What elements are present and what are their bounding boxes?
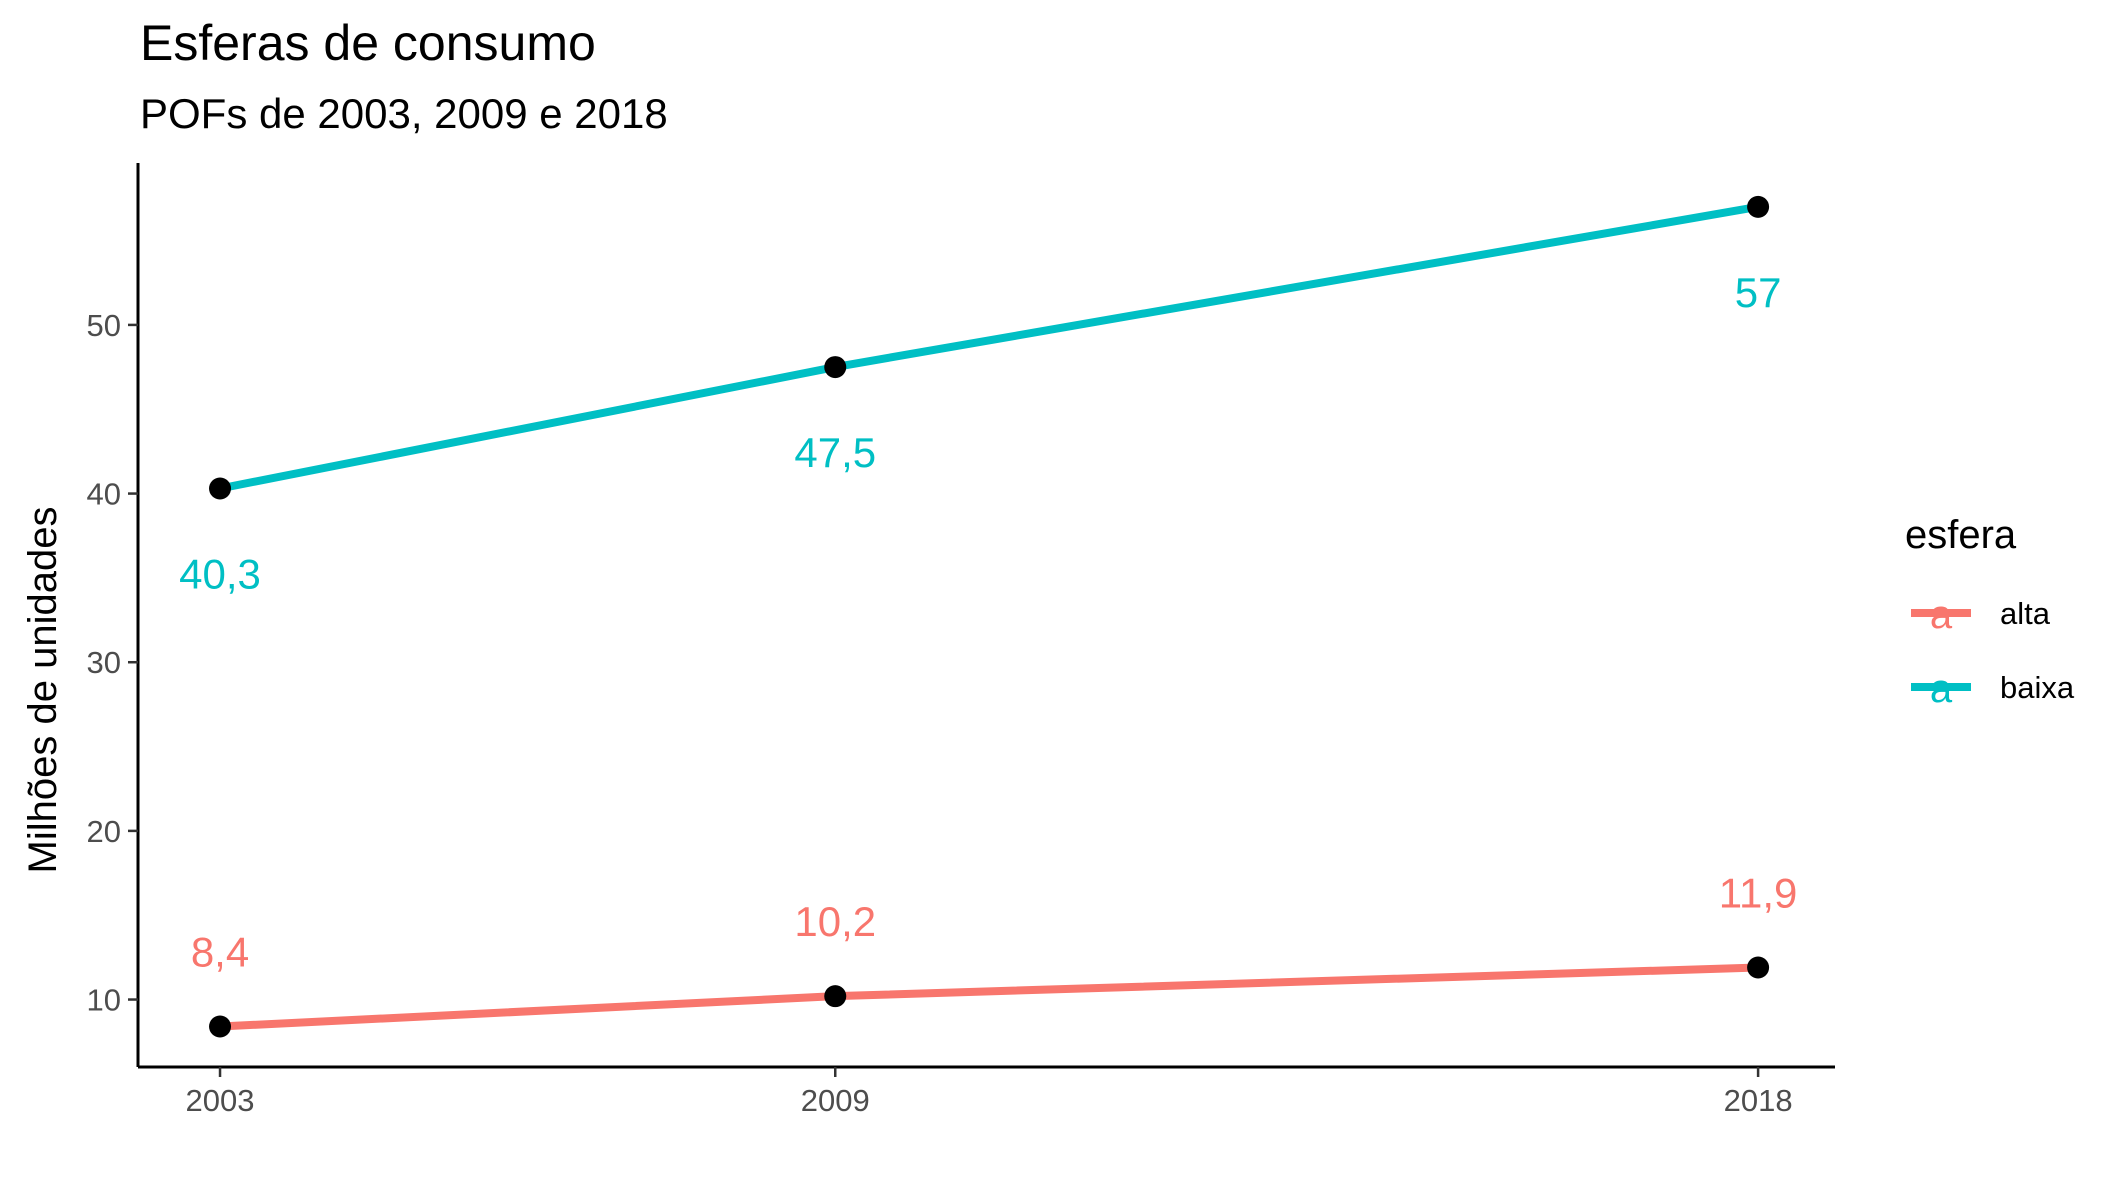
data-point-alta-2018 bbox=[1747, 956, 1770, 979]
y-tick-label: 30 bbox=[87, 645, 121, 680]
data-label-alta: 10,2 bbox=[794, 898, 876, 945]
data-point-baixa-2009 bbox=[824, 356, 847, 379]
data-label-alta: 11,9 bbox=[1719, 869, 1798, 916]
chart-subtitle: POFs de 2003, 2009 e 2018 bbox=[140, 90, 668, 137]
series-points bbox=[209, 195, 1770, 1038]
y-axis-title: Milhões de unidades bbox=[21, 507, 65, 874]
legend-label-alta: alta bbox=[2000, 596, 2051, 631]
series-line-alta bbox=[219, 963, 1759, 1031]
data-point-baixa-2003 bbox=[209, 477, 232, 500]
data-label-baixa: 57 bbox=[1735, 269, 1782, 316]
data-label-baixa: 47,5 bbox=[794, 429, 876, 476]
x-tick-label: 2009 bbox=[801, 1083, 870, 1118]
data-labels: 8,4 10,2 11,9 40,3 47,5 57 bbox=[179, 269, 1797, 976]
legend-key-glyph-alta: a bbox=[1930, 593, 1953, 637]
legend-title: esfera bbox=[1905, 513, 2017, 557]
legend-label-baixa: baixa bbox=[2000, 670, 2075, 705]
data-point-alta-2003 bbox=[209, 1015, 232, 1038]
data-label-baixa: 40,3 bbox=[179, 551, 261, 598]
x-tick-label: 2003 bbox=[186, 1083, 255, 1118]
series-line-baixa bbox=[219, 202, 1759, 493]
legend-key-glyph-baixa: a bbox=[1930, 667, 1953, 711]
legend-items: a alta a baixa bbox=[1911, 593, 2075, 711]
legend: esfera a alta a baixa bbox=[1905, 513, 2075, 711]
series-lines bbox=[219, 202, 1759, 1031]
y-tick-label: 50 bbox=[87, 308, 121, 343]
x-axis-ticks: 2003 2009 2018 bbox=[186, 1067, 1793, 1118]
y-axis-ticks: 10 20 30 40 50 bbox=[87, 308, 138, 1018]
data-point-baixa-2018 bbox=[1747, 195, 1770, 218]
chart-title: Esferas de consumo bbox=[140, 15, 596, 71]
data-point-alta-2009 bbox=[824, 985, 847, 1008]
y-tick-label: 10 bbox=[87, 983, 121, 1018]
plot-area: 10 20 30 40 50 2003 2009 2018 8,4 10,2 11,9 40,3 4… bbox=[87, 163, 1835, 1118]
data-label-alta: 8,4 bbox=[191, 929, 249, 976]
x-tick-label: 2018 bbox=[1724, 1083, 1793, 1118]
y-tick-label: 40 bbox=[87, 477, 121, 512]
y-tick-label: 20 bbox=[87, 814, 121, 849]
